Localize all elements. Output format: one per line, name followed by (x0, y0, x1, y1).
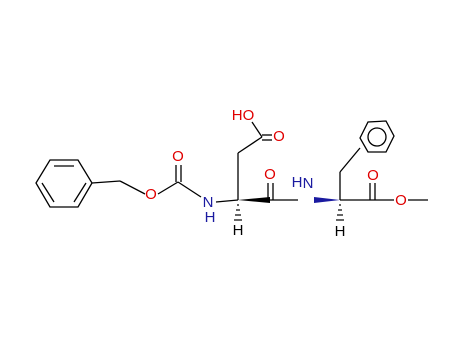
hashed-bond (234, 204, 242, 221)
bond (237, 136, 263, 154)
bond (251, 121, 263, 138)
double-bond (41, 182, 55, 203)
atom-label: N (203, 194, 214, 211)
atom-label: O (367, 167, 379, 184)
atom-labels: HO O O O N H H O H N O O H (145, 107, 407, 240)
atom-label: H (233, 222, 244, 239)
atom-label: O (273, 128, 285, 145)
aromatic-ring (367, 127, 387, 147)
double-bond (73, 182, 87, 203)
bond (119, 180, 146, 195)
atom-label: O (264, 166, 276, 183)
bond (91, 180, 121, 184)
atom-label: O (172, 148, 184, 165)
bonds (35, 120, 428, 221)
benzene-ring (35, 159, 93, 208)
hashed-bond (336, 204, 344, 221)
atom-label: H (292, 174, 303, 191)
atom-label: O (145, 186, 157, 203)
atom-label: HO (232, 107, 255, 124)
benzene-ring (359, 120, 395, 153)
atom-label: H (335, 223, 346, 240)
bond (157, 181, 179, 195)
atom-label: N (303, 175, 314, 192)
atom-label: H (205, 209, 216, 226)
wedge-bond (238, 197, 270, 203)
bond (215, 199, 239, 203)
bond (177, 181, 202, 198)
bond (339, 147, 361, 173)
atom-label: O (395, 192, 407, 209)
wedge-bond (314, 197, 340, 203)
